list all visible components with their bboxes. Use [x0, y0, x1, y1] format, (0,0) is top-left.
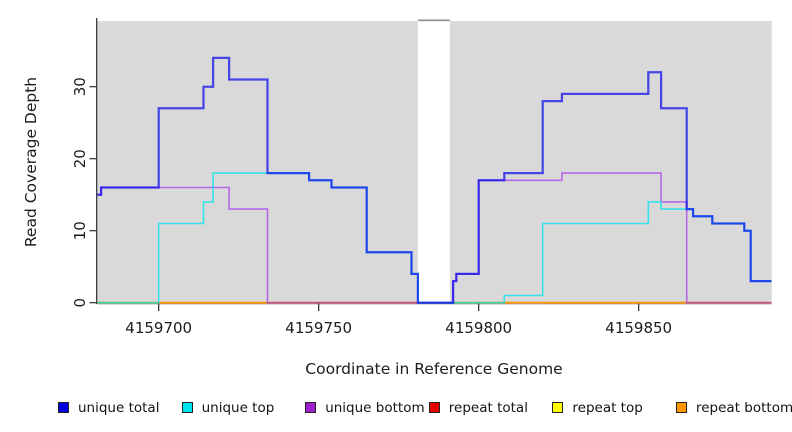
series-line-unique-total [97, 56, 772, 304]
legend-label-repeat-bottom: repeat bottom [696, 399, 792, 416]
legend-swatch-repeat-total [428, 402, 440, 413]
chart-canvas: 0 10 20 30 4159700 4159750 4159800 4159850 Coor… [22, 18, 772, 378]
legend-label-unique-total: unique total [78, 399, 160, 416]
legend-label-repeat-total: repeat total [448, 399, 528, 416]
legend-item-unique-top: unique top [181, 399, 275, 416]
y-axis-title: Read Coverage Depth [22, 77, 40, 247]
legend-swatch-unique-top [181, 402, 193, 413]
legend-item-unique-bottom: unique bottom [305, 399, 425, 416]
legend-item-repeat-top: repeat top [552, 399, 643, 416]
legend-item-unique-total: unique total [58, 399, 160, 416]
y-tick-label: 20 [71, 149, 89, 168]
plot-background-right [449, 21, 772, 304]
legend-label-repeat-top: repeat top [572, 399, 643, 416]
y-tick-label: 30 [71, 77, 89, 96]
legend-swatch-repeat-bottom [676, 402, 687, 413]
legend-item-repeat-bottom: repeat bottom [676, 399, 792, 416]
y-tick-label: 10 [71, 221, 89, 240]
legend-swatch-unique-total [58, 402, 69, 413]
x-tick-label: 4159700 [125, 319, 192, 337]
x-tick-label: 4159850 [605, 319, 672, 337]
legend-item-repeat-total: repeat total [428, 399, 528, 416]
legend-label-unique-top: unique top [201, 399, 275, 416]
x-axis-title: Coordinate in Reference Genome [305, 360, 562, 378]
legend-swatch-repeat-top [552, 402, 564, 413]
legend-label-unique-bottom: unique bottom [325, 399, 425, 416]
plot-background-left [97, 21, 418, 304]
y-tick-label: 0 [71, 298, 89, 308]
x-tick-label: 4159750 [285, 319, 352, 337]
x-tick-label: 4159800 [445, 319, 512, 337]
legend-swatch-unique-bottom [305, 402, 317, 413]
